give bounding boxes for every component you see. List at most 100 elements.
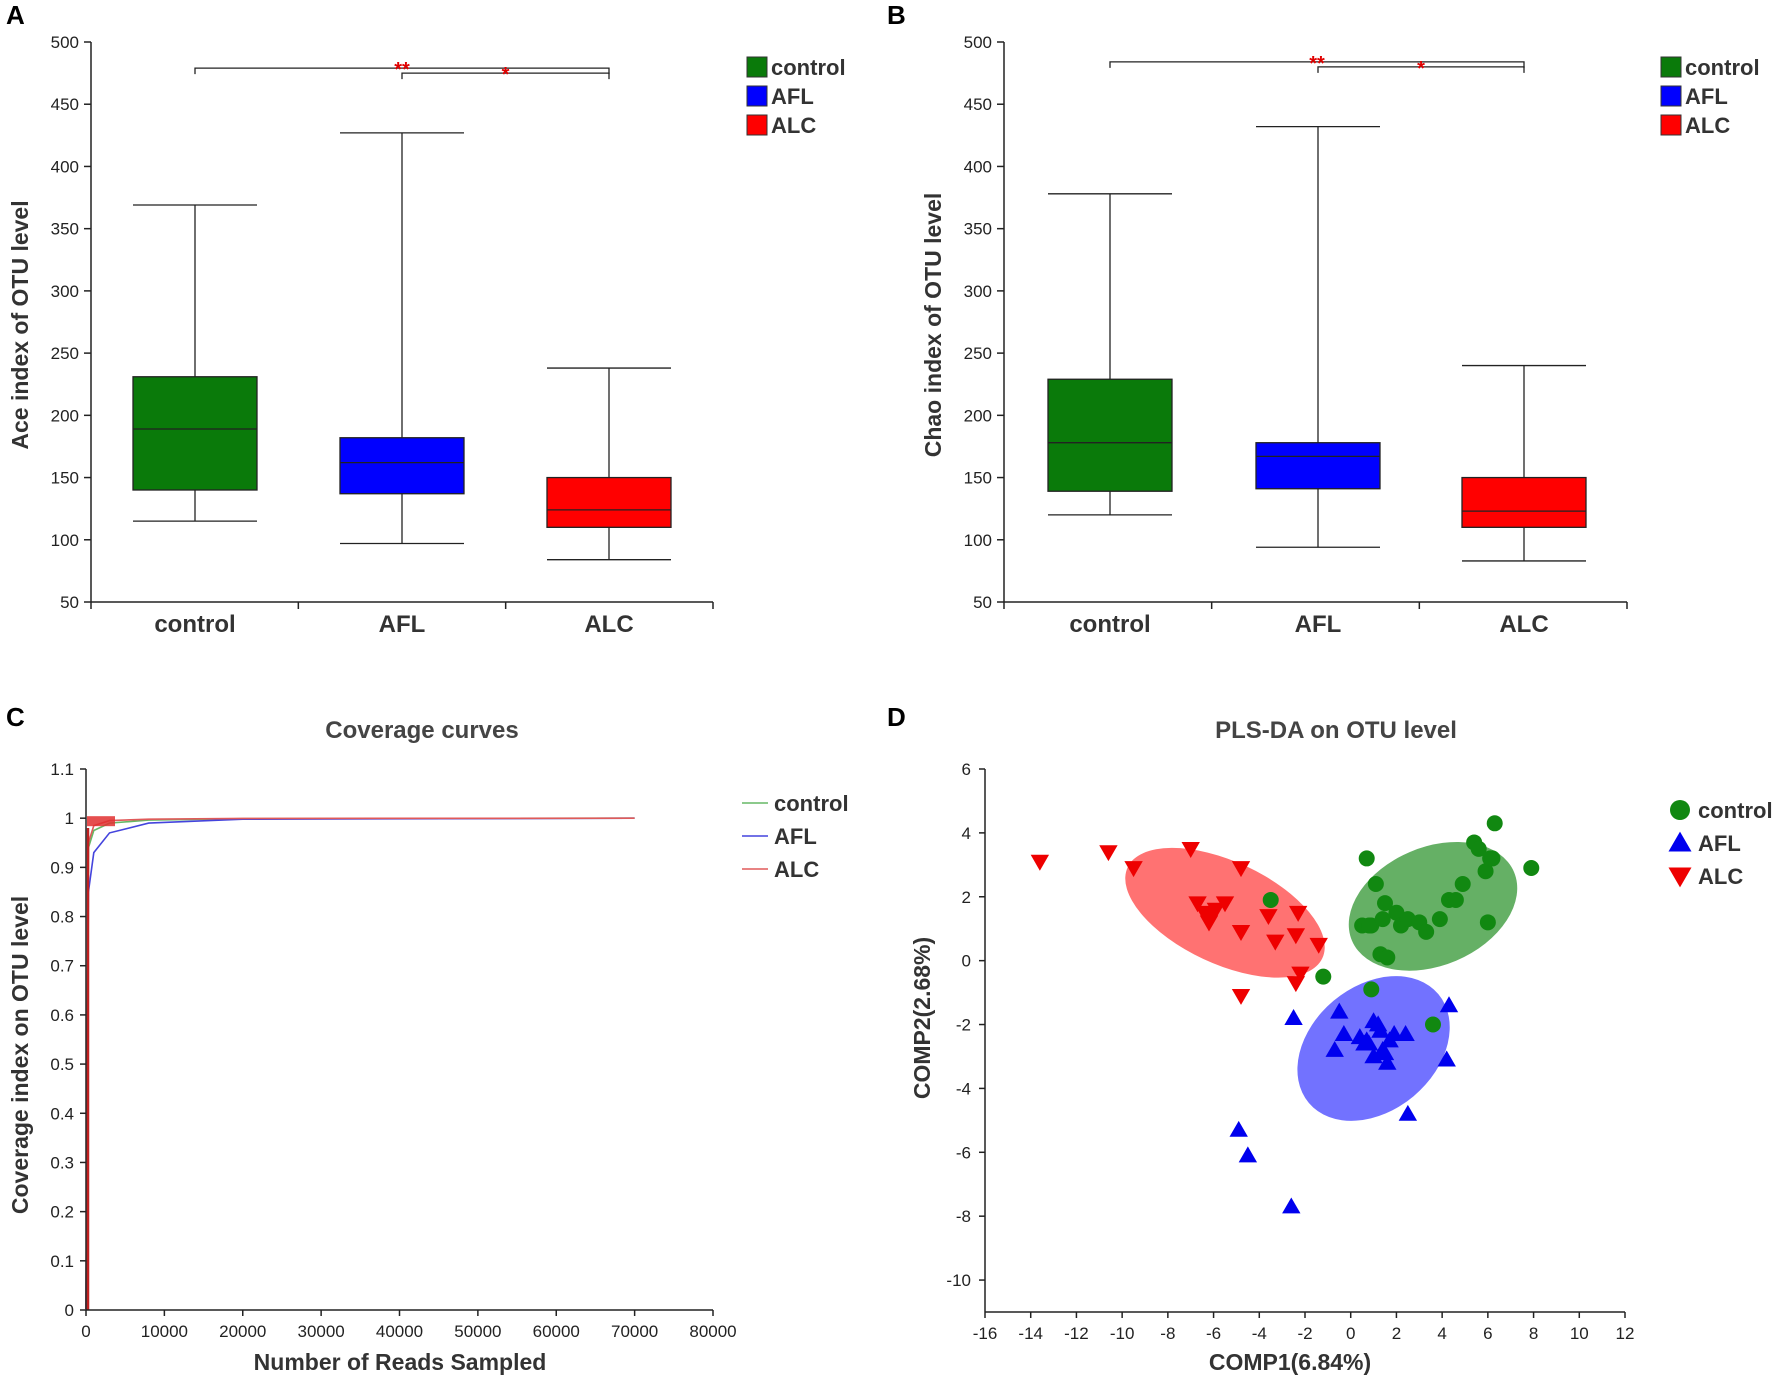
series-line-alc [85,817,635,1311]
panel-d-pls-da: D PLS-DA on OTU level -10 -8 -6 -4 -2 0 2 4 6 -16… [887,702,1772,1375]
point-afl [1334,1024,1354,1041]
legend-label: control [774,791,849,816]
y-tick-label: 300 [964,282,992,301]
y-tick-label: -2 [956,1016,971,1035]
y-tick-label: 300 [51,282,79,301]
point-control [1418,923,1435,940]
x-tick-label: 0 [1346,1324,1355,1343]
y-axis-label: COMP2(2.68%) [909,937,935,1099]
x-tick-label: 10 [1570,1324,1589,1343]
significance-stars: * [502,64,510,86]
y-tick-label: 6 [962,760,971,779]
legend-swatch [1660,56,1682,78]
x-tick-label: -12 [1064,1324,1089,1343]
series-line-afl [85,817,635,1311]
point-control [1486,815,1503,832]
point-afl [1229,1120,1248,1137]
point-afl [1437,1050,1456,1067]
point-alc [1266,934,1285,951]
y-tick-label: 450 [51,95,79,114]
legend-label: ALC [774,857,819,882]
point-control [1523,860,1540,877]
legend-label: AFL [774,824,817,849]
point-alc [1099,845,1118,862]
point-alc [1199,915,1219,932]
point-afl [1368,1015,1388,1032]
point-alc [1124,861,1143,878]
legend: control AFL ALC [746,55,846,138]
legend-swatch [1660,114,1682,136]
x-tick-label: 6 [1483,1324,1492,1343]
point-alc [1188,896,1207,913]
legend-marker [1668,831,1692,852]
y-tick-label: 100 [51,531,79,550]
overlapping-curves-band [87,816,115,827]
x-tick-label: 12 [1616,1324,1635,1343]
point-control [1363,981,1380,998]
legend-swatch [1660,85,1682,107]
legend-label: AFL [1685,84,1728,109]
point-control [1315,968,1332,985]
category-label: ALC [1499,611,1548,638]
point-alc [1259,909,1278,926]
y-tick-label: 0 [962,952,971,971]
point-control [1447,891,1464,908]
legend-label: control [1685,55,1760,80]
point-afl [1284,1009,1303,1025]
x-tick-label: 40000 [376,1322,423,1341]
point-control [1374,911,1391,928]
point-control [1479,914,1496,931]
y-tick-label: 50 [60,593,79,612]
panel-letter: B [887,0,906,30]
y-tick-label: 150 [964,469,992,488]
point-control [1477,863,1494,880]
point-alc [1291,966,1310,983]
panel-letter: C [6,702,25,732]
point-control [1454,875,1471,892]
y-tick-label: 400 [51,157,79,176]
legend: control AFL ALC [1668,798,1772,889]
y-tick-label: 350 [51,220,79,239]
legend-label: AFL [771,84,814,109]
box-afl [1255,442,1381,490]
legend-label: ALC [771,113,816,138]
significance-bracket [194,67,610,75]
x-tick-label: 0 [81,1322,90,1341]
panel-c-coverage-curves: C Coverage curves 0 0.1 0.2 0.3 0.4 0.5 0.6 0.7… [6,702,849,1375]
legend-label: ALC [1698,864,1743,889]
legend-label: control [771,55,846,80]
point-alc [1231,925,1251,942]
legend-swatch [746,56,768,78]
x-tick-label: 10000 [141,1322,188,1341]
significance-stars: ** [394,59,410,81]
x-tick-label: 70000 [611,1322,658,1341]
point-afl [1364,1047,1383,1064]
point-control [1470,840,1487,857]
point-alc [1286,928,1306,945]
point-control [1484,850,1501,867]
category-label: control [1069,611,1150,638]
point-afl [1282,1197,1301,1214]
y-tick-label: 0.5 [50,1055,74,1074]
point-control [1431,911,1448,928]
point-control [1377,895,1393,912]
box-afl [339,437,465,495]
significance-bracket [1317,66,1525,73]
significance-stars: * [1417,58,1425,80]
significance-stars: ** [1309,53,1325,75]
y-tick-label: -8 [956,1207,971,1226]
x-tick-label: -16 [973,1324,998,1343]
box-alc [1461,476,1587,528]
y-tick-label: 0.6 [50,1006,74,1025]
legend-label: control [1698,798,1772,823]
y-tick-label: 0.7 [50,957,74,976]
panel-letter: A [6,0,25,30]
box-control [1047,378,1173,492]
legend: control AFL ALC [742,791,849,882]
box-control [132,376,258,491]
significance-bracket [401,72,610,80]
x-tick-label: 30000 [297,1322,344,1341]
x-tick-label: 2 [1392,1324,1401,1343]
point-control [1367,875,1384,892]
